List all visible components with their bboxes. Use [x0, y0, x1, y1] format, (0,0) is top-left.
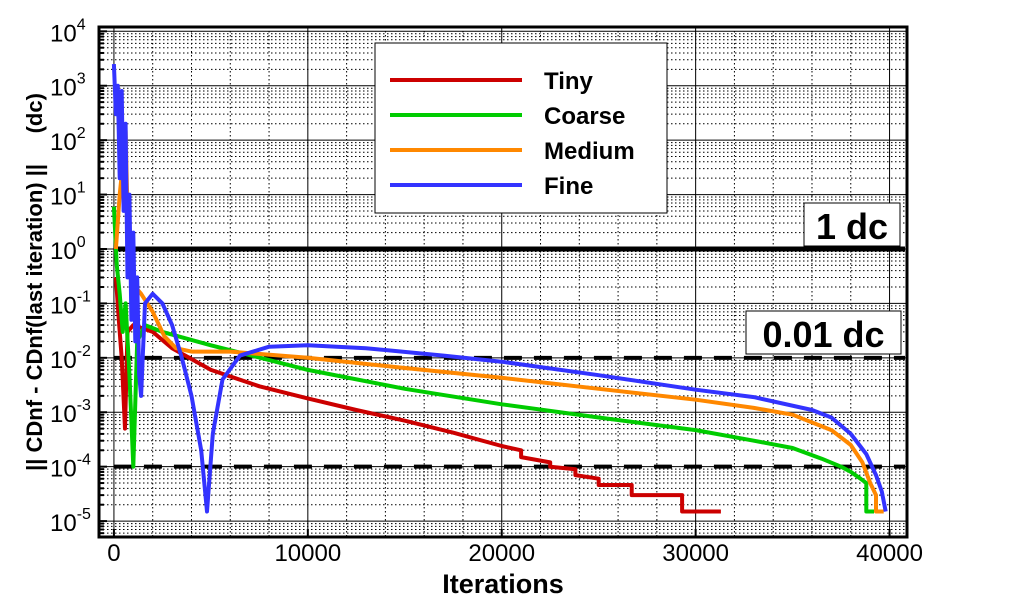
x-tick-label: 10000	[274, 540, 341, 567]
y-axis-label: || CDnf - CDnf(last iteration) || (dc)	[22, 93, 47, 471]
y-tick-label: 10-1	[50, 288, 91, 319]
legend-label-medium: Medium	[544, 138, 635, 165]
y-tick-label: 10-4	[50, 452, 91, 483]
annotation-box	[803, 202, 901, 247]
y-tick-label: 100	[50, 234, 86, 265]
reference-annotations: 1 dc 0.01 dc	[745, 202, 902, 355]
series-line-coarse	[111, 206, 874, 514]
plot-frame	[97, 25, 909, 539]
y-tick-label: 104	[50, 16, 86, 47]
x-tick-label: 0	[107, 540, 120, 567]
y-tick-label: 101	[50, 180, 86, 211]
legend: Tiny Coarse Medium Fine	[374, 42, 668, 214]
y-tick-label: 10-2	[50, 343, 91, 374]
x-axis-ticks: 0 10000 20000 30000 40000	[107, 529, 923, 567]
x-tick-label: 30000	[662, 540, 729, 567]
y-tick-label: 10-5	[50, 506, 91, 537]
y-tick-label: 102	[50, 125, 86, 156]
y-tick-label: 103	[50, 71, 86, 102]
series-line-tiny	[113, 277, 721, 514]
x-tick-label: 40000	[856, 540, 923, 567]
series-line-fine	[111, 64, 888, 514]
annotation-label: 1 dc	[816, 206, 888, 247]
reference-lines	[113, 246, 905, 469]
y-tick-label: 10-3	[50, 397, 91, 428]
annotation-label: 0.01 dc	[762, 314, 884, 355]
series-lines	[111, 64, 888, 514]
x-axis-label: Iterations	[442, 569, 564, 599]
x-tick-label: 20000	[468, 540, 535, 567]
legend-label-coarse: Coarse	[544, 103, 625, 130]
annotation-box	[745, 310, 902, 355]
y-axis-ticks: 104 103 102 101 100 10-1 10-2 10-3 10-4 10-5	[50, 16, 91, 537]
legend-label-fine: Fine	[544, 173, 593, 200]
legend-label-tiny: Tiny	[544, 68, 594, 95]
